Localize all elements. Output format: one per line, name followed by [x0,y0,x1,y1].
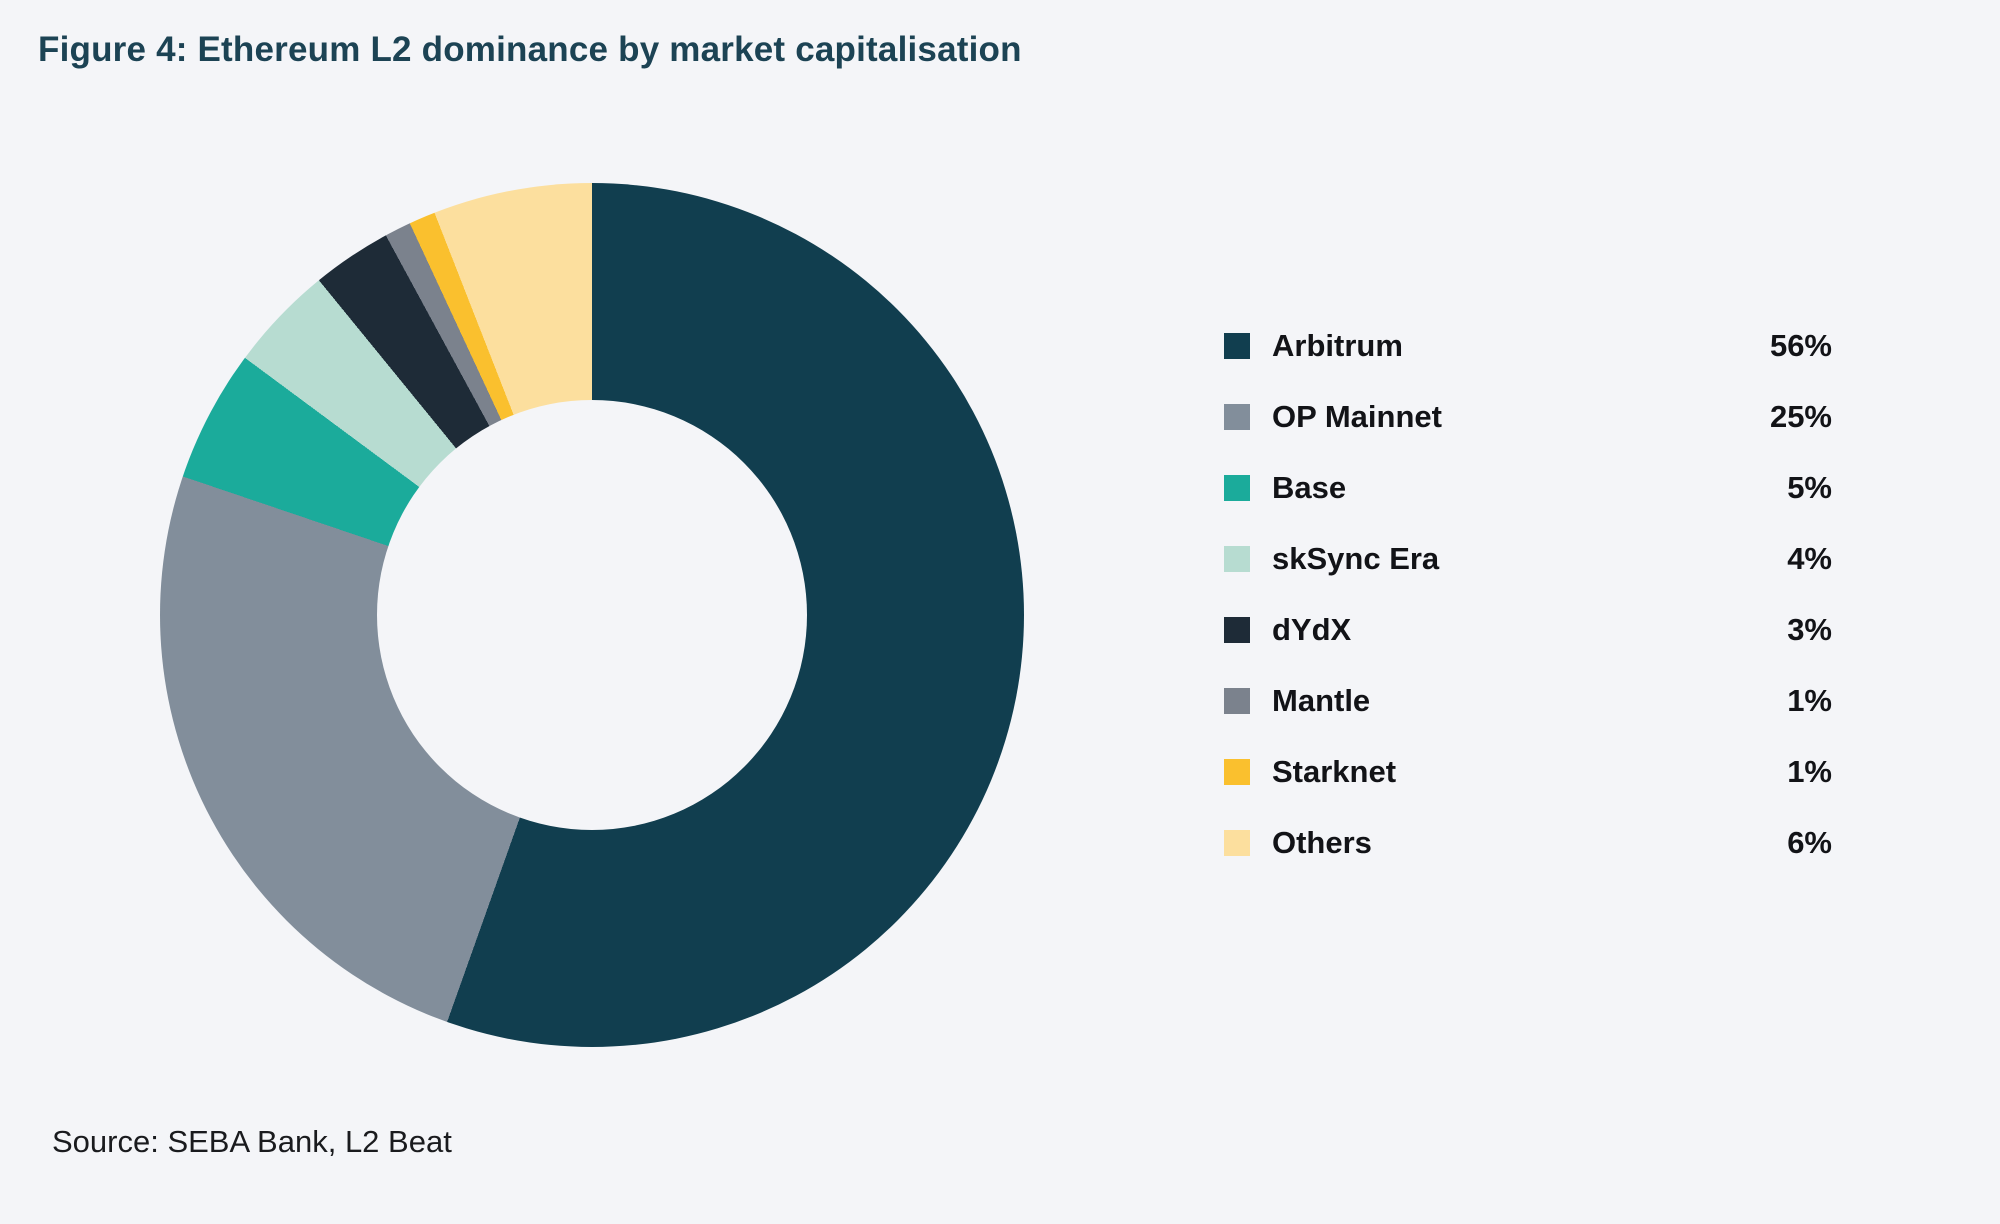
chart-legend: Arbitrum 56% OP Mainnet 25% Base 5% skSync Era… [1224,310,1832,878]
legend-label: dYdX [1272,611,1352,647]
legend-swatch-icon [1224,758,1250,785]
legend-swatch-icon [1224,687,1250,714]
legend-item-op-mainnet: OP Mainnet 25% [1224,381,1832,452]
legend-item-starknet: Starknet 1% [1224,736,1832,807]
legend-swatch-icon [1224,545,1250,572]
legend-swatch-icon [1224,403,1250,430]
legend-value: 5% [1787,469,1832,505]
donut-chart [160,183,1024,1047]
legend-label: Others [1272,824,1372,860]
legend-value: 6% [1787,824,1832,860]
legend-swatch-icon [1224,474,1250,501]
legend-value: 56% [1769,327,1832,363]
donut-hole [377,400,807,830]
legend-value: 3% [1787,611,1832,647]
legend-value: 4% [1787,540,1832,576]
legend-label: OP Mainnet [1272,398,1442,434]
legend-swatch-icon [1224,829,1250,856]
legend-value: 1% [1787,753,1832,789]
legend-item-base: Base 5% [1224,452,1832,523]
source-caption: Source: SEBA Bank, L2 Beat [52,1124,452,1159]
legend-item-others: Others 6% [1224,807,1832,878]
legend-item-dydx: dYdX 3% [1224,594,1832,665]
legend-label: Arbitrum [1272,327,1403,363]
legend-swatch-icon [1224,616,1250,643]
legend-label: Mantle [1272,682,1371,718]
legend-swatch-icon [1224,332,1250,359]
legend-value: 25% [1769,398,1832,434]
legend-label: skSync Era [1272,540,1440,576]
legend-label: Starknet [1272,753,1397,789]
legend-item-mantle: Mantle 1% [1224,665,1832,736]
figure-title: Figure 4: Ethereum L2 dominance by marke… [38,30,1022,69]
legend-item-sksync-era: skSync Era 4% [1224,523,1832,594]
legend-value: 1% [1787,682,1832,718]
legend-item-arbitrum: Arbitrum 56% [1224,310,1832,381]
legend-label: Base [1272,469,1347,505]
